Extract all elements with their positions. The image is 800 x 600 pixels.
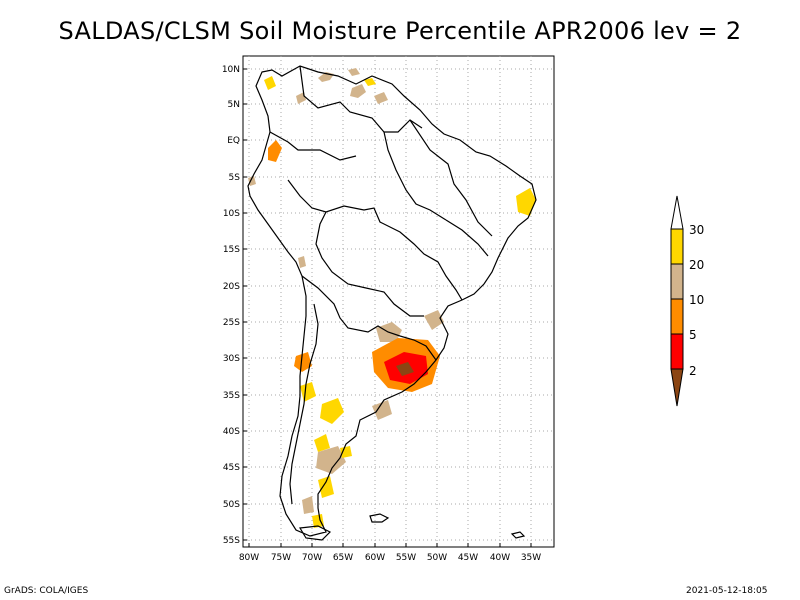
lat-tick-label: 50S [223, 500, 240, 510]
island-outline [299, 525, 332, 541]
shade-patch [316, 446, 346, 474]
shade-patch [340, 446, 352, 458]
lat-tick-label: 25S [223, 318, 240, 328]
map-frame [242, 55, 555, 548]
lat-tick-label: EQ [227, 136, 240, 146]
lat-tick-label: 10S [223, 209, 240, 219]
colorbar-label: 5 [689, 328, 697, 342]
footer-timestamp: 2021-05-12-18:05 [686, 586, 768, 596]
lon-tick-label: 40W [490, 553, 510, 563]
latitude-tick-labels: 10N 5N EQ 5S 10S 15S 20S 25S 30S 35S 40S 45S 50S 55S [222, 65, 247, 546]
shade-patch [264, 76, 276, 90]
island-outline [510, 531, 526, 539]
lat-tick-label: 35S [223, 391, 240, 401]
lat-tick-label: 45S [223, 463, 240, 473]
lat-tick-label: 30S [223, 354, 240, 364]
lat-tick-label: 40S [223, 427, 240, 437]
footer-credit: GrADS: COLA/IGES [4, 586, 89, 596]
colorbar-top-triangle [670, 195, 684, 230]
border-line [315, 211, 424, 317]
island-outline [369, 513, 390, 523]
lon-tick-label: 35W [521, 553, 541, 563]
shade-patch [268, 140, 282, 162]
border-line [269, 131, 357, 161]
percentile-shading [248, 68, 536, 528]
colorbar: 30 20 10 5 2 [670, 195, 704, 407]
colorbar-label: 30 [689, 223, 704, 237]
lon-tick-label: 80W [239, 553, 259, 563]
longitude-tick-labels: 80W 75W 70W 65W 60W 55W 50W 45W 40W 35W [239, 543, 541, 563]
shade-patch [302, 496, 314, 514]
border-line [299, 65, 423, 133]
lon-tick-label: 50W [427, 553, 447, 563]
shade-patch [374, 92, 388, 104]
continent-outline [247, 65, 537, 537]
colorbar-segment-10-20 [670, 263, 684, 300]
shade-patch [294, 352, 312, 372]
chart-title: SALDAS/CLSM Soil Moisture Percentile APR… [58, 17, 742, 45]
colorbar-segment-20-30 [670, 228, 684, 265]
lon-tick-label: 75W [271, 553, 291, 563]
lon-tick-label: 45W [458, 553, 478, 563]
border-line [409, 119, 493, 237]
colorbar-label: 20 [689, 258, 704, 272]
shade-patch [318, 476, 334, 498]
shade-patch [516, 188, 536, 216]
border-line [399, 335, 437, 361]
colorbar-segment-5-10 [670, 298, 684, 335]
colorbar-bottom-triangle [670, 368, 684, 407]
lon-tick-label: 65W [333, 553, 353, 563]
shade-patch [396, 362, 414, 376]
border-line [301, 275, 401, 337]
lat-tick-label: 15S [223, 245, 240, 255]
lat-tick-label: 5S [229, 173, 241, 183]
lon-tick-label: 60W [365, 553, 385, 563]
shade-patch [350, 84, 366, 98]
shade-patch [298, 256, 306, 268]
shade-patch [424, 310, 444, 330]
border-line [445, 219, 489, 257]
border-line [383, 131, 447, 221]
lat-tick-label: 55S [223, 536, 240, 546]
lon-tick-label: 55W [396, 553, 416, 563]
lat-tick-label: 10N [222, 65, 240, 75]
coastline-outline [247, 65, 537, 541]
colorbar-label: 2 [689, 364, 697, 378]
shade-patch [300, 382, 316, 402]
colorbar-label: 10 [689, 293, 704, 307]
border-line [289, 303, 319, 505]
lat-tick-label: 20S [223, 282, 240, 292]
lon-tick-label: 70W [302, 553, 322, 563]
colorbar-segment-2-5 [670, 333, 684, 370]
shade-patch [248, 176, 256, 186]
shade-patch [312, 514, 324, 528]
lat-tick-label: 5N [228, 100, 240, 110]
border-line [287, 179, 463, 301]
shade-patch [314, 434, 330, 452]
shade-patch [348, 68, 360, 76]
shade-patch [372, 400, 392, 420]
shade-patch [364, 78, 376, 86]
shade-patch [320, 398, 344, 424]
